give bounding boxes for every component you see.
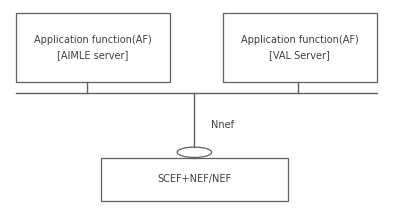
Ellipse shape — [177, 147, 211, 157]
FancyBboxPatch shape — [16, 13, 170, 82]
Text: Application function(AF)
[AIMLE server]: Application function(AF) [AIMLE server] — [34, 35, 152, 60]
FancyBboxPatch shape — [101, 158, 288, 201]
Text: SCEF+NEF/NEF: SCEF+NEF/NEF — [157, 174, 232, 184]
Text: Nnef: Nnef — [211, 120, 234, 130]
FancyBboxPatch shape — [223, 13, 377, 82]
Text: Application function(AF)
[VAL Server]: Application function(AF) [VAL Server] — [241, 35, 358, 60]
